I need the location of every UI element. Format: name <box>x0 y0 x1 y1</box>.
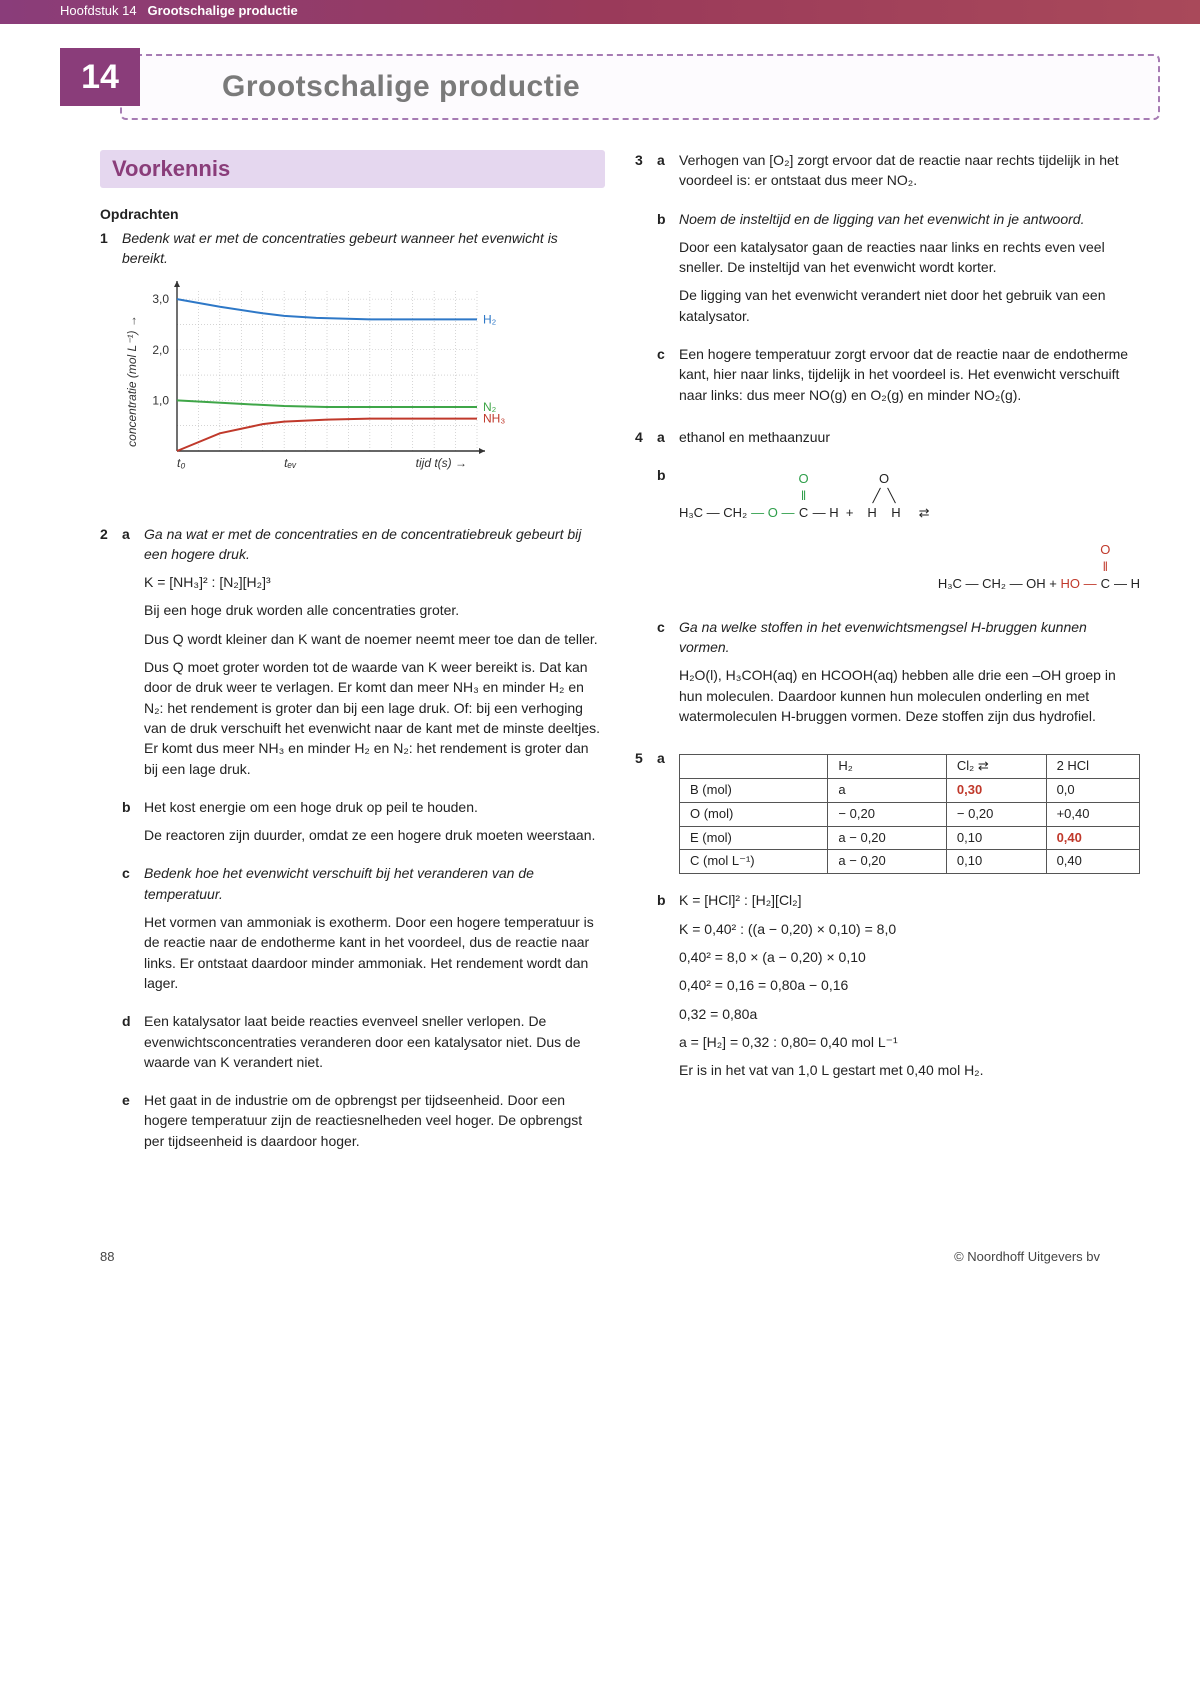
q5b-letter: b <box>657 890 679 1088</box>
q4b-letter: b <box>657 465 679 606</box>
chapter-number: 14 <box>60 48 140 106</box>
left-column: Voorkennis Opdrachten 1 Bedenk wat er me… <box>100 150 605 1169</box>
q3b-p1: Noem de insteltijd en de ligging van het… <box>679 209 1140 229</box>
footer: 88 © Noordhoff Uitgevers bv <box>100 1249 1100 1264</box>
svg-text:NH₃: NH₃ <box>483 411 505 425</box>
question-2d: d Een katalysator laat beide reacties ev… <box>100 1011 605 1080</box>
q3b-letter: b <box>657 209 679 334</box>
q3c-letter: c <box>657 344 679 413</box>
chapter-title-box: Grootschalige productie <box>120 54 1160 120</box>
q3a-letter: a <box>657 150 679 199</box>
q5b-body: K = [HCl]² : [H₂][Cl₂]K = 0,40² : ((a − … <box>679 890 1140 1088</box>
question-2e: e Het gaat in de industrie om de opbreng… <box>100 1090 605 1159</box>
q5-num: 5 <box>635 748 657 880</box>
header-chapter-label: Hoofdstuk 14 <box>60 3 137 18</box>
q2-num: 2 <box>100 524 122 787</box>
question-3a: 3 a Verhogen van [O₂] zorgt ervoor dat d… <box>635 150 1140 199</box>
q2a-p2: K = [NH₃]² : [N₂][H₂]³ <box>144 572 605 592</box>
page-number: 88 <box>100 1249 114 1264</box>
q2a-letter: a <box>122 524 144 787</box>
subhead: Opdrachten <box>100 206 605 222</box>
question-4a: 4 a ethanol en methaanzuur <box>635 427 1140 455</box>
q4a-letter: a <box>657 427 679 455</box>
q2c-p2: Het vormen van ammoniak is exotherm. Doo… <box>144 912 605 993</box>
q1-text: Bedenk wat er met de concentraties gebeu… <box>122 228 605 269</box>
copyright: © Noordhoff Uitgevers bv <box>954 1249 1100 1264</box>
svg-text:t₀: t₀ <box>177 456 185 470</box>
question-2c: c Bedenk hoe het evenwicht verschuift bi… <box>100 863 605 1001</box>
q2e-letter: e <box>122 1090 144 1159</box>
right-column: 3 a Verhogen van [O₂] zorgt ervoor dat d… <box>635 150 1140 1169</box>
q4c-p1: Ga na welke stoffen in het evenwichtsmen… <box>679 617 1140 658</box>
question-5b: b K = [HCl]² : [H₂][Cl₂]K = 0,40² : ((a … <box>635 890 1140 1088</box>
svg-text:tijd t(s) →: tijd t(s) → <box>416 456 467 470</box>
q2a-p1: Ga na wat er met de concentraties en de … <box>144 524 605 565</box>
chapter-title: Grootschalige productie <box>222 70 1158 104</box>
svg-text:3,0: 3,0 <box>152 292 169 306</box>
q4a-p1: ethanol en methaanzuur <box>679 427 1140 447</box>
q2a-p3: Bij een hoge druk worden alle concentrat… <box>144 600 605 620</box>
top-bar: Hoofdstuk 14 Grootschalige productie <box>0 0 1200 24</box>
equilibrium-table: H₂Cl₂ ⇄2 HClB (mol)a0,300,0O (mol)− 0,20… <box>679 754 1140 874</box>
q2a-p5: Dus Q moet groter worden tot de waarde v… <box>144 657 605 779</box>
structural-formula-2: H₃C — CH₂ — OH + HO — O‖C — H <box>679 542 1140 593</box>
chapter-header: 14 Grootschalige productie <box>60 54 1160 120</box>
q2b-p1: Het kost energie om een hoge druk op pei… <box>144 797 605 817</box>
question-2b: b Het kost energie om een hoge druk op p… <box>100 797 605 854</box>
q2c-p1: Bedenk hoe het evenwicht verschuift bij … <box>144 863 605 904</box>
q1-num: 1 <box>100 228 122 269</box>
svg-text:2,0: 2,0 <box>152 342 169 356</box>
header-chapter-title: Grootschalige productie <box>147 3 297 18</box>
question-4c: c Ga na welke stoffen in het evenwichtsm… <box>635 617 1140 734</box>
q2c-letter: c <box>122 863 144 1001</box>
section-title: Voorkennis <box>100 150 605 188</box>
question-3b: b Noem de insteltijd en de ligging van h… <box>635 209 1140 334</box>
q3-num: 3 <box>635 150 657 199</box>
q2a-p4: Dus Q wordt kleiner dan K want de noemer… <box>144 629 605 649</box>
q2d-p1: Een katalysator laat beide reacties even… <box>144 1011 605 1072</box>
question-2a: 2 a Ga na wat er met de concentraties en… <box>100 524 605 787</box>
svg-text:tₑᵥ: tₑᵥ <box>284 456 297 470</box>
q3b-p3: De ligging van het evenwicht verandert n… <box>679 285 1140 326</box>
question-5a: 5 a H₂Cl₂ ⇄2 HClB (mol)a0,300,0O (mol)− … <box>635 748 1140 880</box>
q4c-letter: c <box>657 617 679 734</box>
q4c-p2: H₂O(l), H₃COH(aq) en HCOOH(aq) hebben al… <box>679 665 1140 726</box>
structural-formula-1: H₃C — CH₂— O — O‖C — H + O╱ ╲H H ⇄ <box>679 471 1140 522</box>
svg-text:1,0: 1,0 <box>152 393 169 407</box>
q3b-p2: Door een katalysator gaan de reacties na… <box>679 237 1140 278</box>
question-3c: c Een hogere temperatuur zorgt ervoor da… <box>635 344 1140 413</box>
page-body: 14 Grootschalige productie Voorkennis Op… <box>0 54 1200 1314</box>
svg-text:H₂: H₂ <box>483 312 497 326</box>
q5a-letter: a <box>657 748 679 880</box>
q3c-p1: Een hogere temperatuur zorgt ervoor dat … <box>679 344 1140 405</box>
q2e-p1: Het gaat in de industrie om de opbrengst… <box>144 1090 605 1151</box>
q3a-p1: Verhogen van [O₂] zorgt ervoor dat de re… <box>679 150 1140 191</box>
q2b-p2: De reactoren zijn duurder, omdat ze een … <box>144 825 605 845</box>
q4-num: 4 <box>635 427 657 455</box>
svg-text:concentratie (mol L⁻¹) →: concentratie (mol L⁻¹) → <box>125 315 139 447</box>
concentration-chart: 1,0 2,0 3,0 concentratie (mol L⁻¹) → t₀ tₑᵥ ti… <box>122 281 522 504</box>
q2d-letter: d <box>122 1011 144 1080</box>
q2b-letter: b <box>122 797 144 854</box>
question-4b: b H₃C — CH₂— O — O‖C — H + O╱ ╲H H ⇄ H₃C… <box>635 465 1140 606</box>
question-1: 1 Bedenk wat er met de concentraties geb… <box>100 228 605 269</box>
